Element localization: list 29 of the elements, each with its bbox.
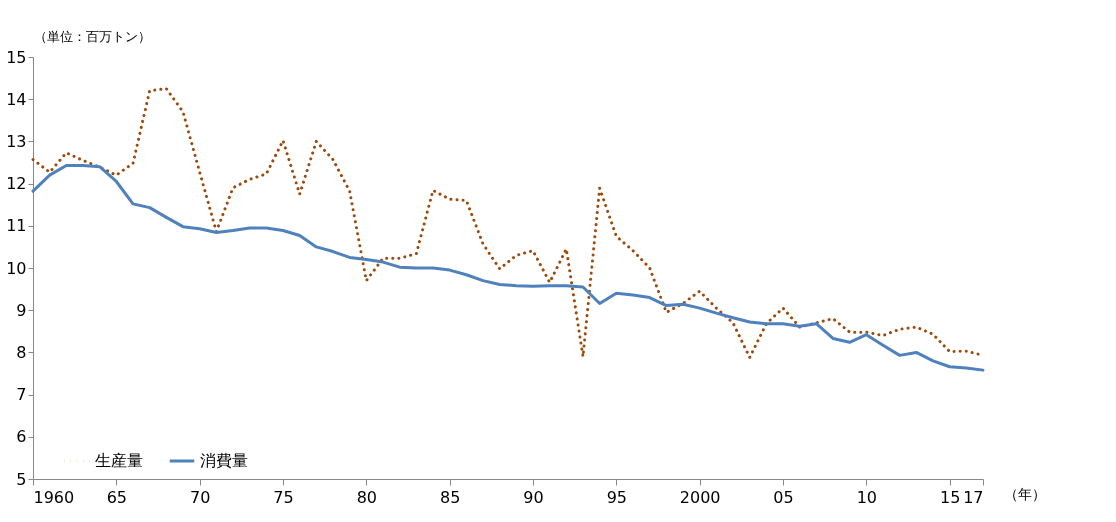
x-tick-label: 10 <box>856 487 878 507</box>
x-tick-label: 2000 <box>679 487 721 507</box>
x-axis-title: （年） <box>1003 485 1046 502</box>
legend-label: 生産量 <box>95 451 143 470</box>
x-tick-label: 15 <box>939 487 961 507</box>
x-tick-label: 65 <box>106 487 128 507</box>
y-tick-label: 15 <box>6 47 27 67</box>
y-axis-title: （単位：百万トン） <box>33 28 151 44</box>
x-tick-label: 90 <box>523 487 544 507</box>
y-tick-label: 13 <box>6 131 27 151</box>
x-tick-label: 80 <box>356 487 378 507</box>
legend-label: 消費量 <box>200 451 248 470</box>
x-tick-label: 95 <box>606 487 628 507</box>
x-tick-label: 17 <box>963 487 984 507</box>
y-tick-label: 10 <box>6 258 27 278</box>
x-tick-label: 05 <box>773 487 794 507</box>
x-tick-label: 70 <box>189 487 211 507</box>
x-tick-label: 85 <box>439 487 461 507</box>
y-tick-label: 9 <box>16 300 27 320</box>
y-tick-label: 6 <box>16 427 27 447</box>
x-tick-label: 1960 <box>33 487 75 507</box>
line-series <box>31 163 985 372</box>
y-tick-label: 8 <box>16 342 27 362</box>
y-tick-label: 5 <box>16 469 27 489</box>
y-tick-label: 12 <box>6 174 27 194</box>
y-tick-label: 14 <box>6 89 27 109</box>
y-tick-label: 11 <box>6 216 27 236</box>
x-tick-label: 75 <box>273 487 294 507</box>
y-tick-label: 7 <box>16 385 27 405</box>
